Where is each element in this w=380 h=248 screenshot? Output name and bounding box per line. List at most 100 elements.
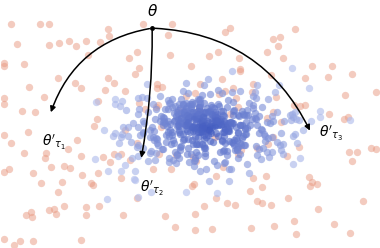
Point <box>145 110 151 114</box>
Point <box>249 90 255 94</box>
Point <box>181 112 187 116</box>
Point <box>271 37 277 41</box>
Point <box>192 135 198 139</box>
Point <box>300 128 306 132</box>
Point <box>221 119 227 123</box>
Point <box>289 66 295 70</box>
Point <box>268 203 274 207</box>
Point <box>165 107 171 111</box>
Point <box>187 130 193 134</box>
Point <box>209 116 215 120</box>
Point <box>329 64 335 68</box>
Text: $\theta'_{\tau_3}$: $\theta'_{\tau_3}$ <box>319 124 343 143</box>
Point <box>185 115 192 119</box>
Point <box>119 132 125 136</box>
Point <box>297 104 303 108</box>
Point <box>271 135 277 139</box>
Point <box>197 130 203 134</box>
Point <box>188 125 195 129</box>
Point <box>185 146 191 150</box>
Point <box>163 140 169 144</box>
Point <box>2 170 8 174</box>
Point <box>242 127 248 131</box>
Point <box>264 142 271 146</box>
Point <box>201 101 207 105</box>
Point <box>202 116 208 120</box>
Point <box>178 97 184 101</box>
Point <box>169 97 176 101</box>
Point <box>258 127 264 131</box>
Point <box>161 116 167 120</box>
Point <box>222 127 228 131</box>
Point <box>125 125 131 129</box>
Point <box>170 158 176 162</box>
Point <box>83 213 89 217</box>
Point <box>354 150 360 154</box>
Point <box>258 157 264 161</box>
Point <box>135 195 141 199</box>
Point <box>292 132 298 136</box>
Point <box>228 167 234 171</box>
Point <box>200 119 206 123</box>
Point <box>112 131 118 135</box>
Point <box>212 124 218 128</box>
Point <box>46 22 52 26</box>
Point <box>222 30 228 34</box>
Point <box>241 113 247 117</box>
Point <box>227 124 233 128</box>
Point <box>271 224 277 228</box>
Point <box>185 111 192 115</box>
Point <box>189 102 195 106</box>
Point <box>211 120 217 124</box>
Point <box>347 231 353 235</box>
Point <box>285 196 291 200</box>
Point <box>150 102 156 106</box>
Point <box>154 86 160 90</box>
Point <box>197 109 203 113</box>
Point <box>227 26 233 30</box>
Point <box>368 146 374 150</box>
Point <box>325 75 331 79</box>
Point <box>207 131 214 135</box>
Point <box>263 174 269 178</box>
Point <box>277 35 283 39</box>
Point <box>229 69 235 73</box>
Point <box>61 164 67 168</box>
Point <box>219 139 225 143</box>
Point <box>347 118 353 122</box>
Point <box>101 128 108 132</box>
Point <box>216 104 222 108</box>
Point <box>225 129 231 133</box>
Point <box>174 110 180 114</box>
Point <box>302 103 309 107</box>
Point <box>201 137 207 141</box>
Point <box>220 130 226 134</box>
Point <box>253 117 260 121</box>
Point <box>174 153 180 156</box>
Point <box>25 130 31 134</box>
Point <box>232 203 238 207</box>
Point <box>214 112 220 116</box>
Point <box>212 135 218 139</box>
Point <box>183 123 189 127</box>
Point <box>221 114 227 118</box>
Point <box>239 109 245 113</box>
Point <box>200 110 206 114</box>
Point <box>129 156 135 160</box>
Point <box>197 169 203 173</box>
Point <box>111 81 117 85</box>
Point <box>186 115 192 119</box>
Point <box>73 44 79 48</box>
Point <box>218 123 224 127</box>
Point <box>209 105 215 109</box>
Point <box>226 121 233 124</box>
Point <box>176 156 182 160</box>
Point <box>150 135 156 139</box>
Point <box>28 210 35 214</box>
Point <box>195 97 201 101</box>
Point <box>2 95 8 99</box>
Point <box>250 103 256 107</box>
Point <box>187 114 193 118</box>
Point <box>196 142 203 146</box>
Point <box>212 123 218 126</box>
